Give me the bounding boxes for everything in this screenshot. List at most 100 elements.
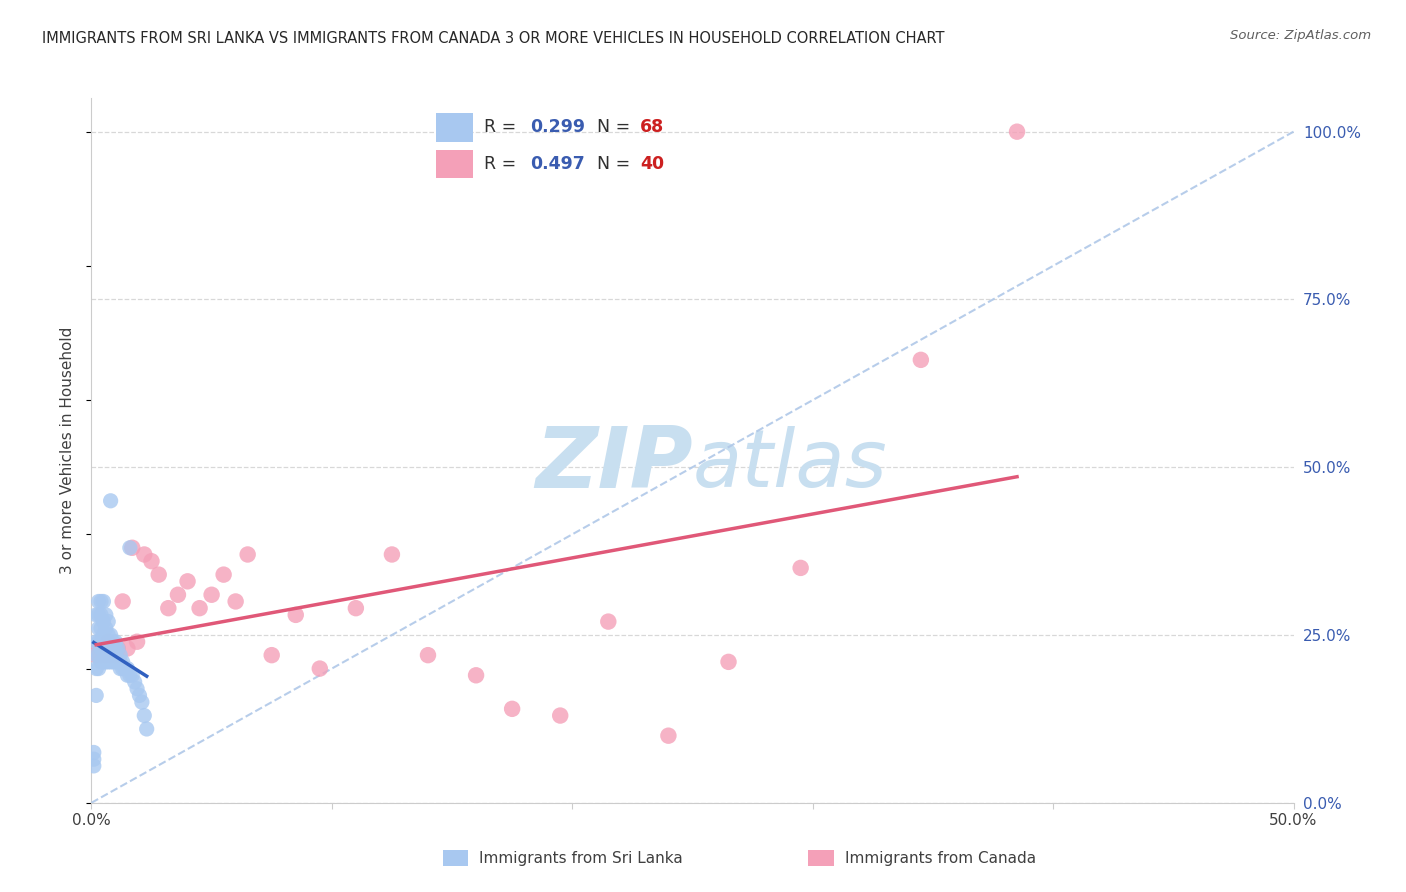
Point bbox=[107, 641, 129, 656]
Text: ZIP: ZIP bbox=[534, 423, 692, 506]
Point bbox=[117, 662, 139, 676]
Point bbox=[87, 621, 110, 635]
Point bbox=[125, 634, 148, 648]
Point bbox=[90, 594, 112, 608]
Point bbox=[93, 641, 115, 656]
Point bbox=[84, 634, 107, 648]
Point bbox=[94, 648, 117, 662]
Point bbox=[100, 641, 122, 656]
Text: Immigrants from Sri Lanka: Immigrants from Sri Lanka bbox=[479, 851, 683, 865]
Point bbox=[501, 702, 523, 716]
Point bbox=[381, 548, 404, 562]
Point bbox=[107, 641, 129, 656]
Point bbox=[93, 655, 115, 669]
Y-axis label: 3 or more Vehicles in Household: 3 or more Vehicles in Household bbox=[60, 326, 76, 574]
Point bbox=[157, 601, 180, 615]
Point bbox=[910, 352, 932, 367]
Point bbox=[90, 648, 112, 662]
Point bbox=[90, 607, 112, 622]
Point bbox=[84, 689, 107, 703]
Point bbox=[94, 655, 117, 669]
Point bbox=[94, 607, 117, 622]
Point bbox=[94, 634, 117, 648]
Point bbox=[465, 668, 488, 682]
Point bbox=[225, 594, 247, 608]
Point bbox=[118, 541, 141, 555]
Point bbox=[93, 641, 115, 656]
Point bbox=[148, 567, 170, 582]
Point bbox=[134, 708, 156, 723]
Point bbox=[598, 615, 620, 629]
Point bbox=[94, 621, 117, 635]
Point bbox=[176, 574, 198, 589]
Point bbox=[416, 648, 439, 662]
Point bbox=[128, 689, 150, 703]
Point bbox=[117, 641, 139, 656]
Point bbox=[90, 621, 112, 635]
Point bbox=[90, 641, 112, 656]
Point bbox=[100, 493, 122, 508]
Point bbox=[1005, 125, 1028, 139]
Point bbox=[90, 634, 112, 648]
Point bbox=[201, 588, 224, 602]
Point bbox=[284, 607, 307, 622]
Point bbox=[236, 548, 259, 562]
Point bbox=[125, 681, 148, 696]
Point bbox=[134, 548, 156, 562]
Point bbox=[84, 607, 107, 622]
Text: IMMIGRANTS FROM SRI LANKA VS IMMIGRANTS FROM CANADA 3 OR MORE VEHICLES IN HOUSEH: IMMIGRANTS FROM SRI LANKA VS IMMIGRANTS … bbox=[42, 31, 945, 46]
Point bbox=[84, 648, 107, 662]
Point bbox=[110, 662, 132, 676]
Point bbox=[94, 648, 117, 662]
Point bbox=[107, 655, 129, 669]
Point bbox=[100, 648, 122, 662]
Point bbox=[83, 752, 105, 766]
Point bbox=[117, 668, 139, 682]
Point bbox=[101, 641, 124, 656]
Point bbox=[87, 662, 110, 676]
Point bbox=[93, 615, 115, 629]
Point bbox=[548, 708, 571, 723]
Point bbox=[101, 648, 124, 662]
Point bbox=[87, 594, 110, 608]
Point bbox=[141, 554, 163, 568]
Point bbox=[87, 648, 110, 662]
Point bbox=[97, 634, 120, 648]
Point bbox=[104, 655, 127, 669]
Point bbox=[717, 655, 740, 669]
Point bbox=[104, 648, 127, 662]
Point bbox=[93, 628, 115, 642]
Point bbox=[87, 641, 110, 656]
Point bbox=[344, 601, 367, 615]
Point bbox=[212, 567, 235, 582]
Point bbox=[90, 655, 112, 669]
Point bbox=[100, 628, 122, 642]
Point bbox=[83, 746, 105, 760]
Point bbox=[101, 634, 124, 648]
Text: Source: ZipAtlas.com: Source: ZipAtlas.com bbox=[1230, 29, 1371, 42]
Point bbox=[84, 662, 107, 676]
Text: Immigrants from Canada: Immigrants from Canada bbox=[845, 851, 1036, 865]
Point bbox=[111, 662, 134, 676]
Text: atlas: atlas bbox=[692, 425, 887, 504]
Point bbox=[83, 759, 105, 773]
Point bbox=[167, 588, 190, 602]
Point bbox=[111, 655, 134, 669]
Point bbox=[124, 675, 146, 690]
Point bbox=[84, 648, 107, 662]
Point bbox=[93, 634, 115, 648]
Point bbox=[87, 607, 110, 622]
Point bbox=[260, 648, 283, 662]
Point bbox=[104, 634, 127, 648]
Point bbox=[308, 662, 330, 676]
Point bbox=[111, 594, 134, 608]
Point bbox=[87, 634, 110, 648]
Point bbox=[97, 655, 120, 669]
Point bbox=[657, 729, 679, 743]
Point bbox=[188, 601, 211, 615]
Point bbox=[114, 662, 136, 676]
Point bbox=[118, 668, 141, 682]
Point bbox=[104, 648, 127, 662]
Point bbox=[104, 641, 127, 656]
Point bbox=[100, 648, 122, 662]
